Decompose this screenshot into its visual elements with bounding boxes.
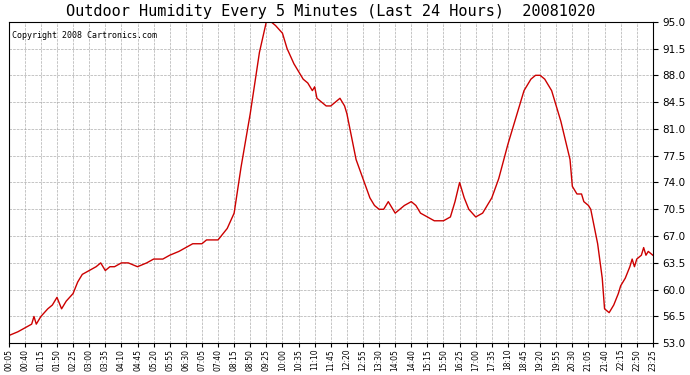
Title: Outdoor Humidity Every 5 Minutes (Last 24 Hours)  20081020: Outdoor Humidity Every 5 Minutes (Last 2… bbox=[66, 4, 595, 19]
Text: Copyright 2008 Cartronics.com: Copyright 2008 Cartronics.com bbox=[12, 32, 157, 40]
